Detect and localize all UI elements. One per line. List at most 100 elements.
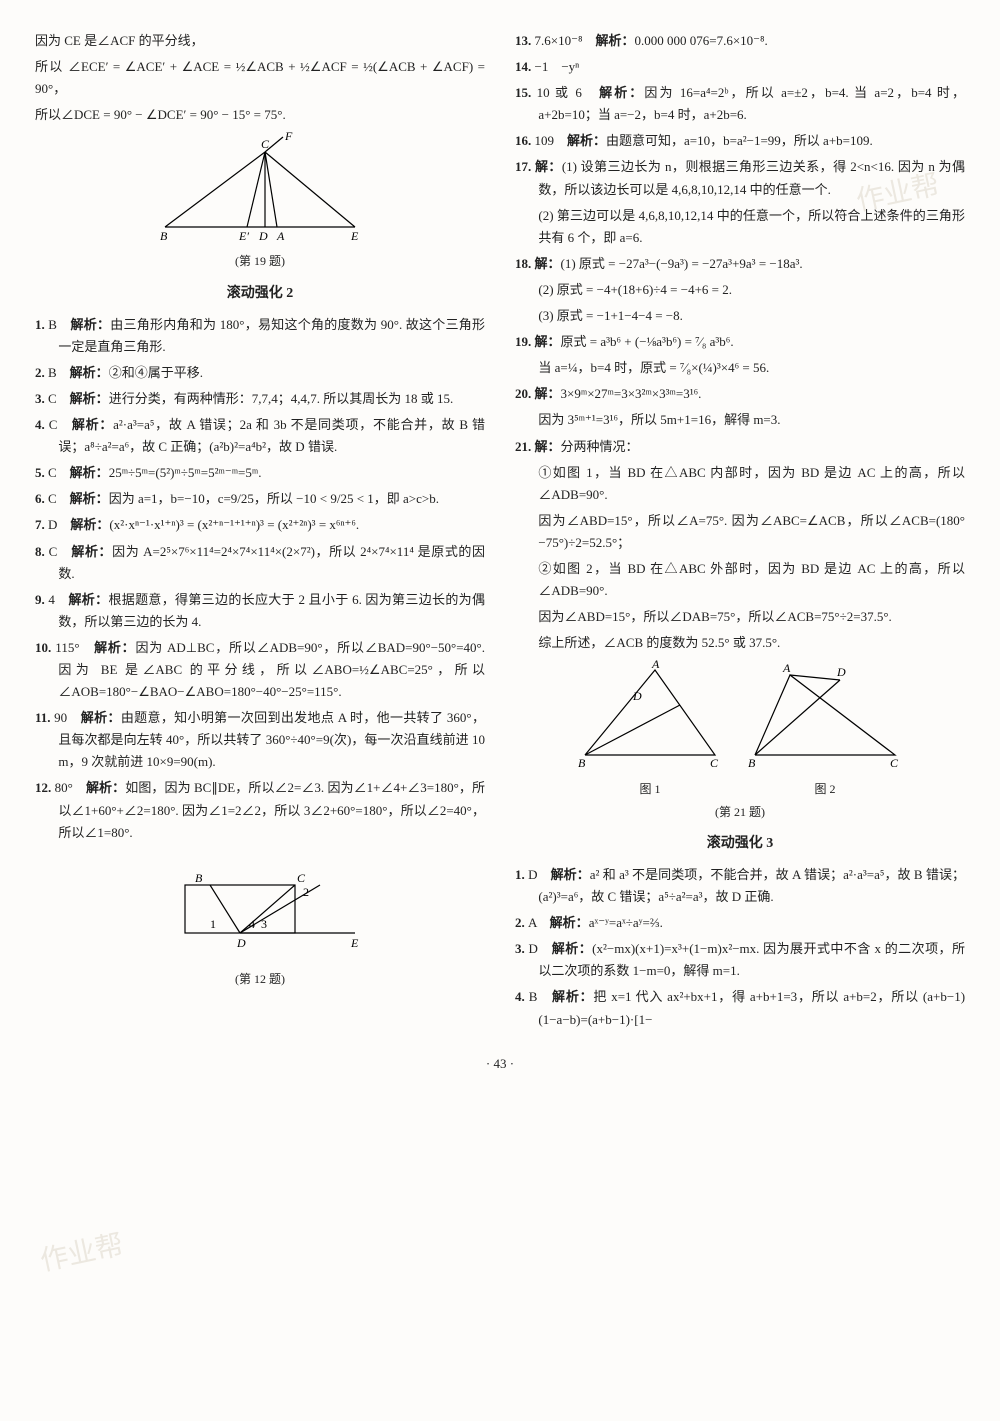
answer-subline: (2) 原式 = −4+(18+6)÷4 = −4+6 = 2. <box>515 279 965 301</box>
answer-item: 2. B 解析：②和④属于平移. <box>35 362 485 384</box>
item-number: 13. <box>515 33 535 48</box>
svg-text:B: B <box>195 871 203 885</box>
answer-subline: 当 a=¼，b=4 时，原式 = ⁷⁄₈×(¼)³×4⁶ = 56. <box>515 357 965 379</box>
answer-item: 1. B 解析：由三角形内角和为 180°，易知这个角的度数为 90°. 故这个… <box>35 314 485 358</box>
figure-19: B E′ D A E C F (第 19 题) <box>35 132 485 271</box>
item-explanation: 解：3×9ᵐ×27ᵐ=3×3²ᵐ×3³ᵐ=3¹⁶. <box>535 386 702 401</box>
svg-text:C: C <box>297 871 306 885</box>
item-explanation: 解析：a²·a³=a⁵，故 A 错误；2a 和 3b 不是同类项，不能合并，故 … <box>58 417 485 454</box>
item-explanation: 解析：由三角形内角和为 180°，易知这个角的度数为 90°. 故这个三角形一定… <box>58 317 485 354</box>
item-answer: 80° <box>55 780 86 795</box>
item-answer: 4 <box>48 592 68 607</box>
figure-19-caption: (第 19 题) <box>35 251 485 271</box>
right-answer-list-b: 1. D 解析：a² 和 a³ 不是同类项，不能合并，故 A 错误；a²·a³=… <box>515 864 965 1031</box>
item-number: 1. <box>35 317 48 332</box>
answer-item: 19. 解：原式 = a³b⁶ + (−⅛a³b⁶) = ⁷⁄₈ a³b⁶. <box>515 331 965 353</box>
answer-subline: 因为∠ABD=15°，所以∠A=75°. 因为∠ABC=∠ACB，所以∠ACB=… <box>515 510 965 554</box>
svg-text:A: A <box>651 660 660 671</box>
svg-text:A: A <box>276 229 285 242</box>
item-answer: 7.6×10⁻⁸ <box>535 33 596 48</box>
item-number: 14. <box>515 59 535 74</box>
answer-item: 3. C 解析：进行分类，有两种情形：7,7,4；4,4,7. 所以其周长为 1… <box>35 388 485 410</box>
fig21-cap2: 图 2 <box>745 779 905 799</box>
item-answer: D <box>528 941 551 956</box>
item-number: 16. <box>515 133 535 148</box>
answer-item: 15. 10 或 6 解析：因为 16=a⁴=2ᵇ，所以 a=±2，b=4. 当… <box>515 82 965 126</box>
answer-subline: 因为 3⁵ᵐ⁺¹=3¹⁶，所以 5m+1=16，解得 m=3. <box>515 409 965 431</box>
answer-item: 8. C 解析：因为 A=2⁵×7⁶×11⁴=2⁴×7⁴×11⁴×(2×7²)，… <box>35 541 485 585</box>
item-answer: C <box>49 544 72 559</box>
svg-text:C: C <box>710 756 719 770</box>
answer-subline: 因为∠ABD=15°，所以∠DAB=75°，所以∠ACB=75°÷2=37.5°… <box>515 606 965 628</box>
figure-21-caption: (第 21 题) <box>515 802 965 822</box>
item-answer: D <box>528 867 551 882</box>
svg-text:3: 3 <box>261 917 267 931</box>
svg-text:D: D <box>632 689 642 703</box>
answer-subline: (2) 第三边可以是 4,6,8,10,12,14 中的任意一个，所以符合上述条… <box>515 205 965 249</box>
item-answer: D <box>48 517 70 532</box>
item-explanation: 解析：根据题意，得第三边的长应大于 2 且小于 6. 因为第三边长的为偶数，所以… <box>58 592 485 629</box>
svg-text:E′: E′ <box>238 229 249 242</box>
item-answer: B <box>48 365 70 380</box>
svg-text:B: B <box>578 756 586 770</box>
svg-text:B: B <box>748 756 756 770</box>
svg-text:B: B <box>160 229 168 242</box>
item-answer: 10 或 6 <box>537 85 599 100</box>
answer-item: 3. D 解析：(x²−mx)(x+1)=x³+(1−m)x²−mx. 因为展开… <box>515 938 965 982</box>
item-answer: A <box>528 915 550 930</box>
item-answer: B <box>48 317 70 332</box>
item-explanation: 解析：因为 a=1，b=−10，c=9/25，所以 −10 < 9/25 < 1… <box>70 491 439 506</box>
item-number: 7. <box>35 517 48 532</box>
item-answer: C <box>48 465 70 480</box>
svg-text:D: D <box>836 665 846 679</box>
answer-subline: (3) 原式 = −1+1−4−4 = −8. <box>515 305 965 327</box>
item-answer: B <box>529 989 552 1004</box>
answer-item: 4. B 解析：把 x=1 代入 ax²+bx+1，得 a+b+1=3，所以 a… <box>515 986 965 1030</box>
item-number: 8. <box>35 544 49 559</box>
item-number: 12. <box>35 780 55 795</box>
answer-item: 18. 解：(1) 原式 = −27a³−(−9a³) = −27a³+9a³ … <box>515 253 965 275</box>
left-column: 因为 CE 是∠ACF 的平分线， 所以 ∠ECE′ = ∠ACE′ + ∠AC… <box>35 30 485 1035</box>
answer-item: 9. 4 解析：根据题意，得第三边的长应大于 2 且小于 6. 因为第三边长的为… <box>35 589 485 633</box>
item-answer: C <box>48 391 70 406</box>
page-number: · 43 · <box>35 1053 965 1075</box>
left-answer-list: 1. B 解析：由三角形内角和为 180°，易知这个角的度数为 90°. 故这个… <box>35 314 485 844</box>
item-explanation: 解：分两种情况： <box>535 439 639 454</box>
answer-subline: ②如图 2，当 BD 在△ABC 外部时，因为 BD 是边 AC 上的高，所以∠… <box>515 558 965 602</box>
item-answer: −1 −yⁿ <box>535 59 593 74</box>
svg-text:C: C <box>890 756 899 770</box>
item-number: 10. <box>35 640 55 655</box>
right-column: 13. 7.6×10⁻⁸ 解析：0.000 000 076=7.6×10⁻⁸.1… <box>515 30 965 1035</box>
item-explanation: 解析：进行分类，有两种情形：7,7,4；4,4,7. 所以其周长为 18 或 1… <box>70 391 454 406</box>
answer-item: 13. 7.6×10⁻⁸ 解析：0.000 000 076=7.6×10⁻⁸. <box>515 30 965 52</box>
pre-line: 所以∠DCE = 90° − ∠DCE′ = 90° − 15° = 75°. <box>35 104 485 126</box>
svg-text:E: E <box>350 936 359 950</box>
svg-text:D: D <box>236 936 246 950</box>
item-explanation: 解：原式 = a³b⁶ + (−⅛a³b⁶) = ⁷⁄₈ a³b⁶. <box>535 334 734 349</box>
pre-line: 所以 ∠ECE′ = ∠ACE′ + ∠ACE = ½∠ACB + ½∠ACF … <box>35 56 485 100</box>
svg-text:1: 1 <box>210 917 216 931</box>
item-explanation: 解析：(x²−mx)(x+1)=x³+(1−m)x²−mx. 因为展开式中不含 … <box>538 941 965 978</box>
item-number: 3. <box>35 391 48 406</box>
item-number: 19. <box>515 334 535 349</box>
answer-item: 17. 解：(1) 设第三边长为 n，则根据三角形三边关系，得 2<n<16. … <box>515 156 965 200</box>
section-heading: 滚动强化 3 <box>515 832 965 856</box>
item-explanation: 解：(1) 设第三边长为 n，则根据三角形三边关系，得 2<n<16. 因为 n… <box>535 159 965 196</box>
item-number: 3. <box>515 941 528 956</box>
item-explanation: 解析：a² 和 a³ 不是同类项，不能合并，故 A 错误；a²·a³=a⁵，故 … <box>538 867 965 904</box>
item-number: 20. <box>515 386 535 401</box>
item-explanation: 解析：如图，因为 BC∥DE，所以∠2=∠3. 因为∠1+∠4+∠3=180°，… <box>58 780 485 839</box>
figure-21: A B C D 图 1 <box>515 660 965 822</box>
answer-item: 1. D 解析：a² 和 a³ 不是同类项，不能合并，故 A 错误；a²·a³=… <box>515 864 965 908</box>
item-number: 2. <box>515 915 528 930</box>
item-number: 21. <box>515 439 535 454</box>
item-explanation: 解析：由题意，知小明第一次回到出发地点 A 时，他一共转了 360°，且每次都是… <box>58 710 485 769</box>
answer-subline: ①如图 1，当 BD 在△ABC 内部时，因为 BD 是边 AC 上的高，所以∠… <box>515 462 965 506</box>
watermark: 作业帮 <box>36 1222 128 1286</box>
item-answer: C <box>48 491 70 506</box>
item-number: 18. <box>515 256 535 271</box>
answer-item: 6. C 解析：因为 a=1，b=−10，c=9/25，所以 −10 < 9/2… <box>35 488 485 510</box>
right-answer-list-a: 13. 7.6×10⁻⁸ 解析：0.000 000 076=7.6×10⁻⁸.1… <box>515 30 965 654</box>
item-number: 17. <box>515 159 535 174</box>
item-number: 1. <box>515 867 528 882</box>
